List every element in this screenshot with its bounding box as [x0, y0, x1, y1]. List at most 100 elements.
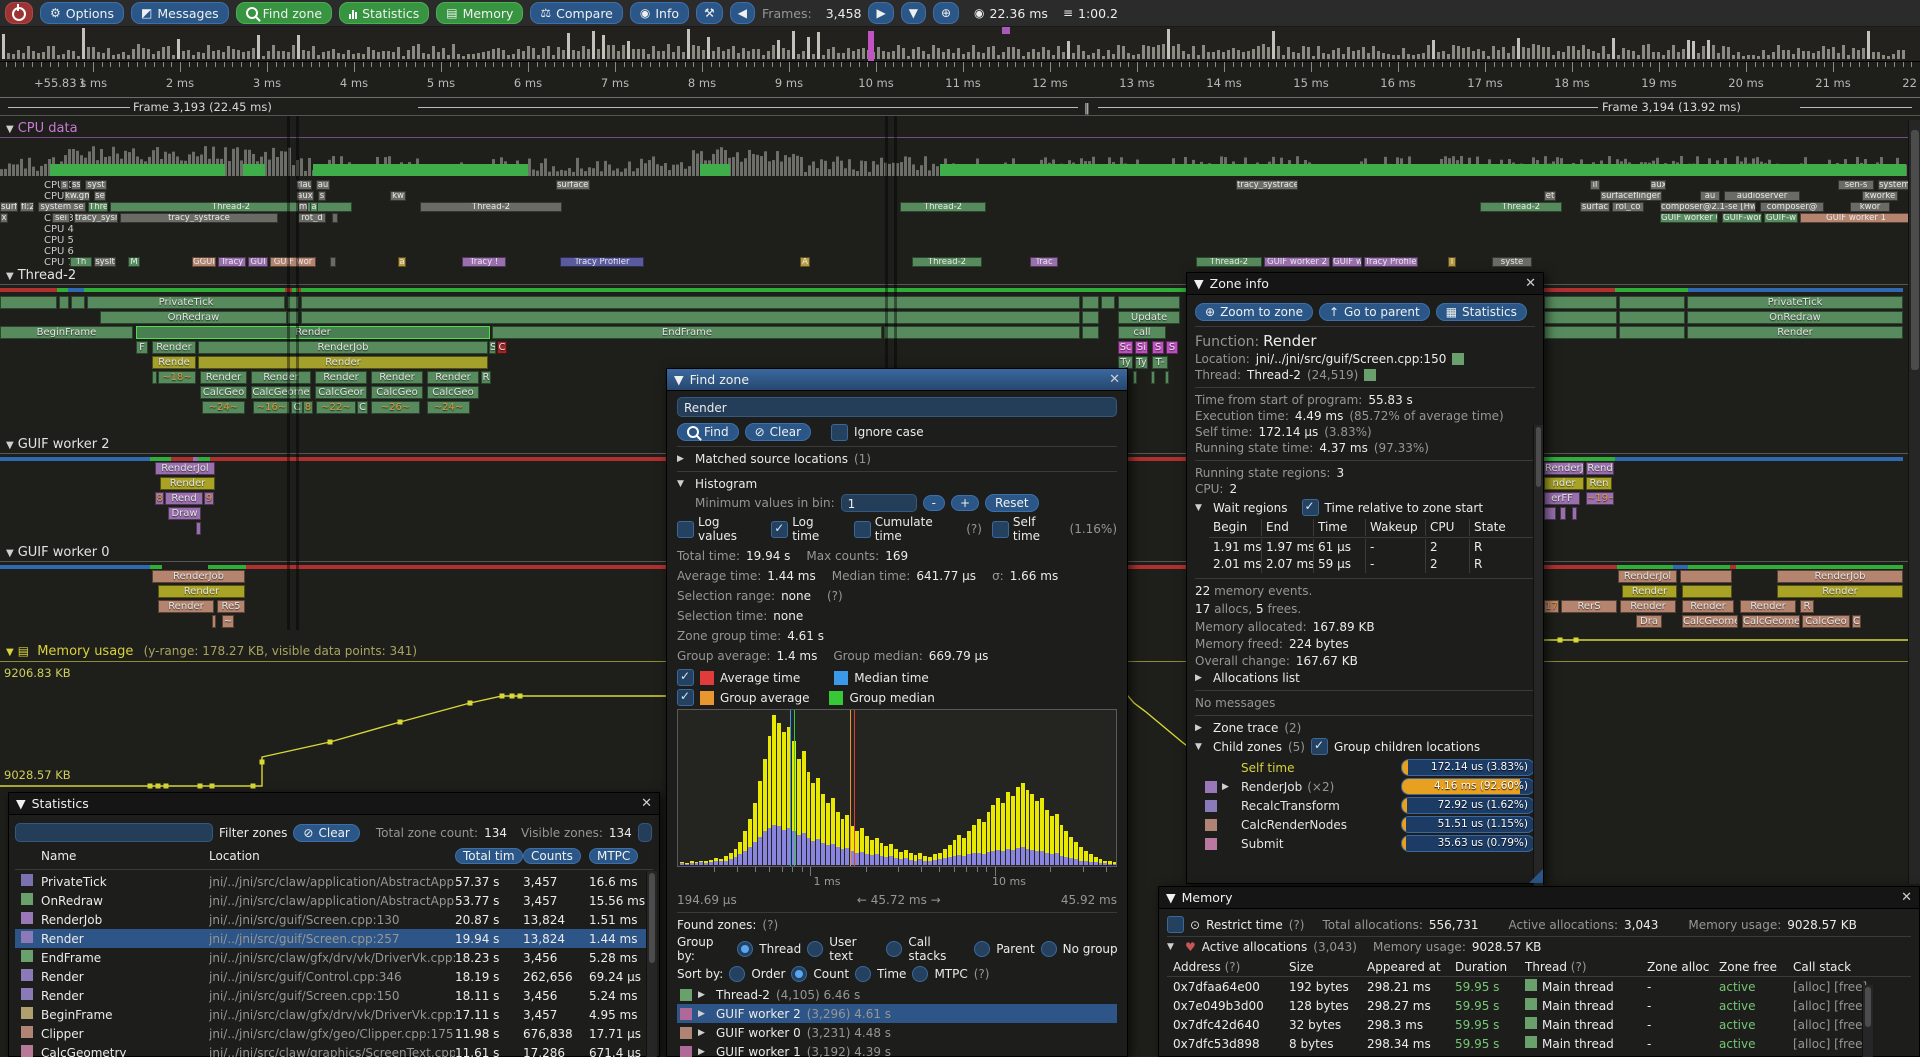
timeline-zone[interactable]: C	[291, 401, 303, 414]
expand-icon[interactable]: ▶	[698, 989, 705, 1000]
timeline-zone[interactable]: Render	[427, 371, 479, 384]
timeline-zone[interactable]	[1544, 311, 1617, 324]
goto-frame-button[interactable]: ▼	[900, 2, 926, 24]
timeline-zone[interactable]: Render	[200, 371, 247, 384]
zone-statistics-button[interactable]: ▦ Statistics	[1435, 303, 1527, 321]
timeline-zone[interactable]	[1572, 507, 1577, 520]
expand-icon[interactable]: ▶	[1195, 723, 1202, 733]
timeline-zone[interactable]: Render	[158, 585, 245, 598]
thread2-header[interactable]: ▼ Thread-2	[6, 268, 77, 283]
timeline-zone[interactable]: Dra	[1636, 615, 1662, 628]
cumulate-time-checkbox[interactable]	[853, 520, 871, 538]
timeline-zone[interactable]: ~26~	[371, 401, 420, 414]
cpu-zone-block[interactable]: rol_co	[1612, 202, 1644, 212]
self-time-checkbox[interactable]	[991, 520, 1009, 538]
child-zone-row[interactable]: ▶ RenderJob (×2) 4.16 ms (92.60%)	[1205, 777, 1535, 796]
col-zone-alloc[interactable]: Zone alloc	[1647, 959, 1710, 974]
timeline-zone[interactable]: BeginFrame	[0, 326, 133, 339]
timeline-zone[interactable]: ~16~	[253, 401, 290, 414]
cpu-zone-block[interactable]: Thread-2	[110, 202, 352, 212]
compare-button[interactable]: ⚖ Compare	[530, 2, 623, 24]
cpu-zone-block[interactable]: Thre	[88, 202, 108, 212]
timeline-zone[interactable]: OnRedraw	[1687, 311, 1903, 324]
timeline-zone[interactable]: RerS	[1561, 600, 1617, 613]
cpu-zone-block[interactable]: syslt	[94, 257, 116, 267]
timeline-zone[interactable]: RenderJob	[1777, 570, 1903, 583]
cpu-zone-block[interactable]: flau	[296, 180, 312, 190]
cpu-zone-block[interactable]: composer@2.1-se [Hw	[1660, 202, 1756, 212]
expand-icon[interactable]: ▶	[698, 1046, 705, 1057]
timeline-zone[interactable]	[1619, 311, 1685, 324]
close-icon[interactable]: ✕	[641, 796, 652, 811]
timeline-zone[interactable]: C	[497, 341, 507, 354]
timeline-zone[interactable]: ~	[222, 615, 234, 628]
statistics-row[interactable]: OnRedraw jni/../jni/src/claw/application…	[15, 891, 653, 910]
timeline-zone[interactable]: T-	[1152, 356, 1168, 369]
clear-button[interactable]: ⊘ Clear	[744, 423, 812, 441]
cpu-zone-block[interactable]: GUIF-w	[1764, 213, 1798, 223]
allocation-row[interactable]: 0x7dfc53d898 8 bytes 298.34 ms 59.95 s M…	[1173, 1036, 1868, 1051]
cpu-zone-block[interactable]: kw	[390, 191, 406, 201]
cpu-zone-block[interactable]: Tracy	[218, 257, 246, 267]
tools-button[interactable]: ⚒	[696, 2, 723, 24]
statistics-row[interactable]: EndFrame jni/../jni/src/claw/gfx/drv/vk/…	[15, 948, 653, 967]
expand-icon[interactable]: ▶	[1195, 673, 1202, 683]
statistics-row[interactable]: Render jni/../jni/src/guif/Screen.cpp:25…	[15, 929, 653, 948]
timeline-zone[interactable]: Render	[1622, 585, 1677, 598]
cpu-zone-block[interactable]: Th	[70, 257, 92, 267]
close-icon[interactable]: ✕	[1525, 276, 1536, 291]
minus-button[interactable]: -	[922, 495, 945, 511]
cpu-zone-block[interactable]: x	[0, 213, 8, 223]
cpu-zone-block[interactable]: GUIF worker 2	[1264, 257, 1330, 267]
show-average-checkbox[interactable]	[677, 669, 694, 686]
allocations-list[interactable]: Allocations list	[1213, 671, 1300, 685]
expand-icon[interactable]: ▶	[698, 1008, 705, 1019]
sortby-order-radio[interactable]	[729, 966, 746, 982]
cpu-zone-block[interactable]: sei	[52, 213, 70, 223]
cpu-zone-block[interactable]: au	[316, 180, 330, 190]
timeline-zone[interactable]: RenderJob	[198, 341, 488, 354]
collapse-icon[interactable]: ▼	[674, 372, 684, 387]
expand-icon[interactable]: ▶	[677, 454, 684, 464]
statistics-row[interactable]: Render jni/../jni/src/guif/Screen.cpp:15…	[15, 986, 653, 1005]
timeline-zone[interactable]	[212, 615, 216, 628]
timeline-zone[interactable]: 9	[204, 492, 214, 505]
cpu-zone-block[interactable]: Thread-2	[420, 202, 562, 212]
memory-button[interactable]: ▤ Memory	[436, 2, 524, 24]
timeline-zone[interactable]: RenderJol	[155, 462, 215, 475]
resize-grip[interactable]	[1529, 869, 1543, 883]
statistics-row[interactable]: PrivateTick jni/../jni/src/claw/applicat…	[15, 872, 653, 891]
timeline-zone[interactable]: RenderJob	[152, 570, 245, 583]
cpu-zone-block[interactable]: kwor	[1850, 202, 1890, 212]
min-values-input[interactable]: 1	[840, 494, 917, 512]
time-relative-checkbox[interactable]	[1301, 499, 1319, 516]
timeline-zone[interactable]: Render	[1682, 600, 1734, 613]
power-button[interactable]	[5, 2, 33, 24]
plus-button[interactable]: +	[950, 495, 980, 511]
timeline-zone[interactable]	[1682, 585, 1732, 598]
timeline-zone[interactable]: CalcGeome	[1682, 615, 1738, 628]
cpu-zone-block[interactable]: GUI	[248, 257, 268, 267]
timeline-zone[interactable]: ~24~	[202, 401, 245, 414]
cpu-zone-block[interactable]	[330, 257, 336, 267]
timeline-zone[interactable]: R	[1800, 600, 1814, 613]
close-icon[interactable]: ✕	[1901, 890, 1912, 905]
timeline-zone[interactable]: Render	[160, 477, 215, 490]
cpu-zone-block[interactable]: a	[310, 202, 318, 212]
collapse-icon[interactable]: ▼	[1166, 890, 1176, 905]
zone-info-titlebar[interactable]: ▼ Zone info ✕	[1187, 273, 1543, 295]
frames-row[interactable]: Frame 3,193 (22.45 ms) ‖ Frame 3,194 (13…	[0, 99, 1920, 115]
info-button[interactable]: ◉ Info	[629, 2, 690, 24]
cpu-zone-block[interactable]: GUIF worker 0	[1660, 213, 1718, 223]
col-total-time[interactable]: Total tim	[455, 848, 523, 864]
cpu-zone-block[interactable]: GUIF worker 1	[1800, 213, 1912, 223]
timeline-zone[interactable]: ~22~	[316, 401, 356, 414]
timeline-zone[interactable]: S	[1152, 341, 1164, 354]
timeline-zone[interactable]: Rend	[1586, 462, 1614, 475]
timeline-zone[interactable]: Rend	[165, 492, 203, 505]
zone-trace-label[interactable]: Zone trace	[1213, 721, 1279, 735]
clear-filter-button[interactable]: ⊘ Clear	[293, 823, 360, 842]
timeline-zone[interactable]: ~18~	[158, 371, 196, 384]
memory-usage-header[interactable]: ▼ ▤ Memory usage (y-range: 178.27 KB, vis…	[6, 644, 418, 659]
timeline-zone[interactable]	[1544, 326, 1617, 339]
